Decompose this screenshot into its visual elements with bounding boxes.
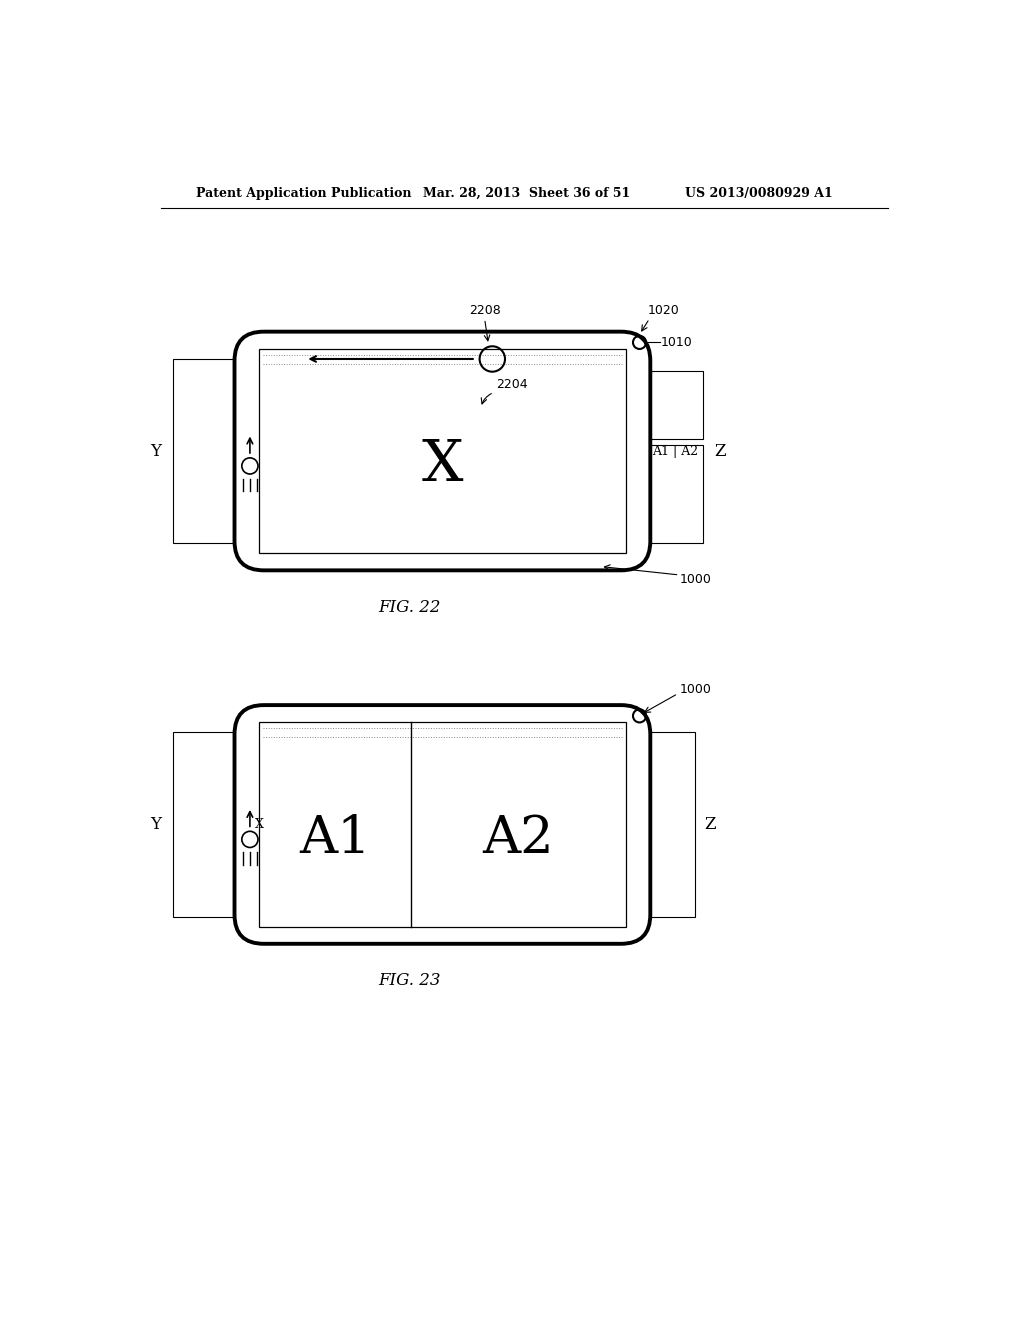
Text: Mar. 28, 2013  Sheet 36 of 51: Mar. 28, 2013 Sheet 36 of 51 [423,186,631,199]
Text: X: X [255,818,263,832]
Text: Y: Y [151,816,162,833]
Text: A1 | A2: A1 | A2 [652,445,698,458]
Text: 1010: 1010 [662,335,693,348]
Text: Z: Z [714,442,725,459]
Text: 1000: 1000 [680,573,712,586]
Text: Z: Z [705,816,716,833]
Bar [173,359,241,544]
Text: FIG. 23: FIG. 23 [378,973,440,989]
Text: 2208: 2208 [469,304,501,317]
Bar [647,371,702,440]
Text: US 2013/0080929 A1: US 2013/0080929 A1 [685,186,833,199]
Text: FIG. 22: FIG. 22 [378,599,440,616]
Text: A2: A2 [482,813,554,865]
Text: 2204: 2204 [497,378,527,391]
Text: 1020: 1020 [647,304,679,317]
Text: Patent Application Publication: Patent Application Publication [196,186,412,199]
Bar [647,733,695,917]
Bar [259,722,626,927]
Text: 1000: 1000 [680,684,712,696]
Bar [259,348,626,553]
Bar [647,445,702,544]
Text: X: X [422,437,463,494]
Text: Y: Y [151,442,162,459]
Text: A1: A1 [299,813,371,865]
FancyBboxPatch shape [234,331,650,570]
FancyBboxPatch shape [234,705,650,944]
Bar [173,733,241,917]
